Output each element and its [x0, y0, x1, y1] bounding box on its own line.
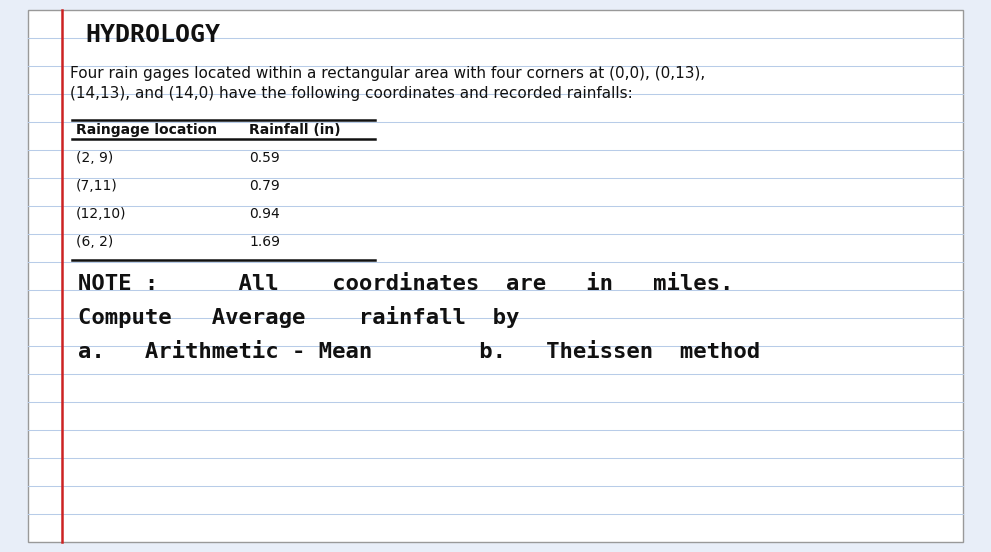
- Text: 0.59: 0.59: [249, 151, 279, 165]
- Text: (12,10): (12,10): [76, 207, 127, 221]
- Text: 1.69: 1.69: [249, 235, 280, 249]
- Text: Four rain gages located within a rectangular area with four corners at (0,0), (0: Four rain gages located within a rectang…: [70, 66, 706, 81]
- Text: Rainfall (in): Rainfall (in): [249, 123, 341, 137]
- Text: 0.94: 0.94: [249, 207, 279, 221]
- Text: 0.79: 0.79: [249, 179, 279, 193]
- Text: a.   Arithmetic - Mean        b.   Theissen  method: a. Arithmetic - Mean b. Theissen method: [78, 342, 760, 362]
- Text: (6, 2): (6, 2): [76, 235, 113, 249]
- Text: NOTE :      All    coordinates  are   in   miles.: NOTE : All coordinates are in miles.: [78, 274, 733, 294]
- Text: HYDROLOGY: HYDROLOGY: [85, 23, 220, 47]
- Text: (14,13), and (14,0) have the following coordinates and recorded rainfalls:: (14,13), and (14,0) have the following c…: [70, 86, 632, 101]
- Text: Raingage location: Raingage location: [76, 123, 217, 137]
- Text: Compute   Average    rainfall  by: Compute Average rainfall by: [78, 306, 519, 328]
- Text: (2, 9): (2, 9): [76, 151, 113, 165]
- FancyBboxPatch shape: [28, 10, 963, 542]
- Text: (7,11): (7,11): [76, 179, 118, 193]
